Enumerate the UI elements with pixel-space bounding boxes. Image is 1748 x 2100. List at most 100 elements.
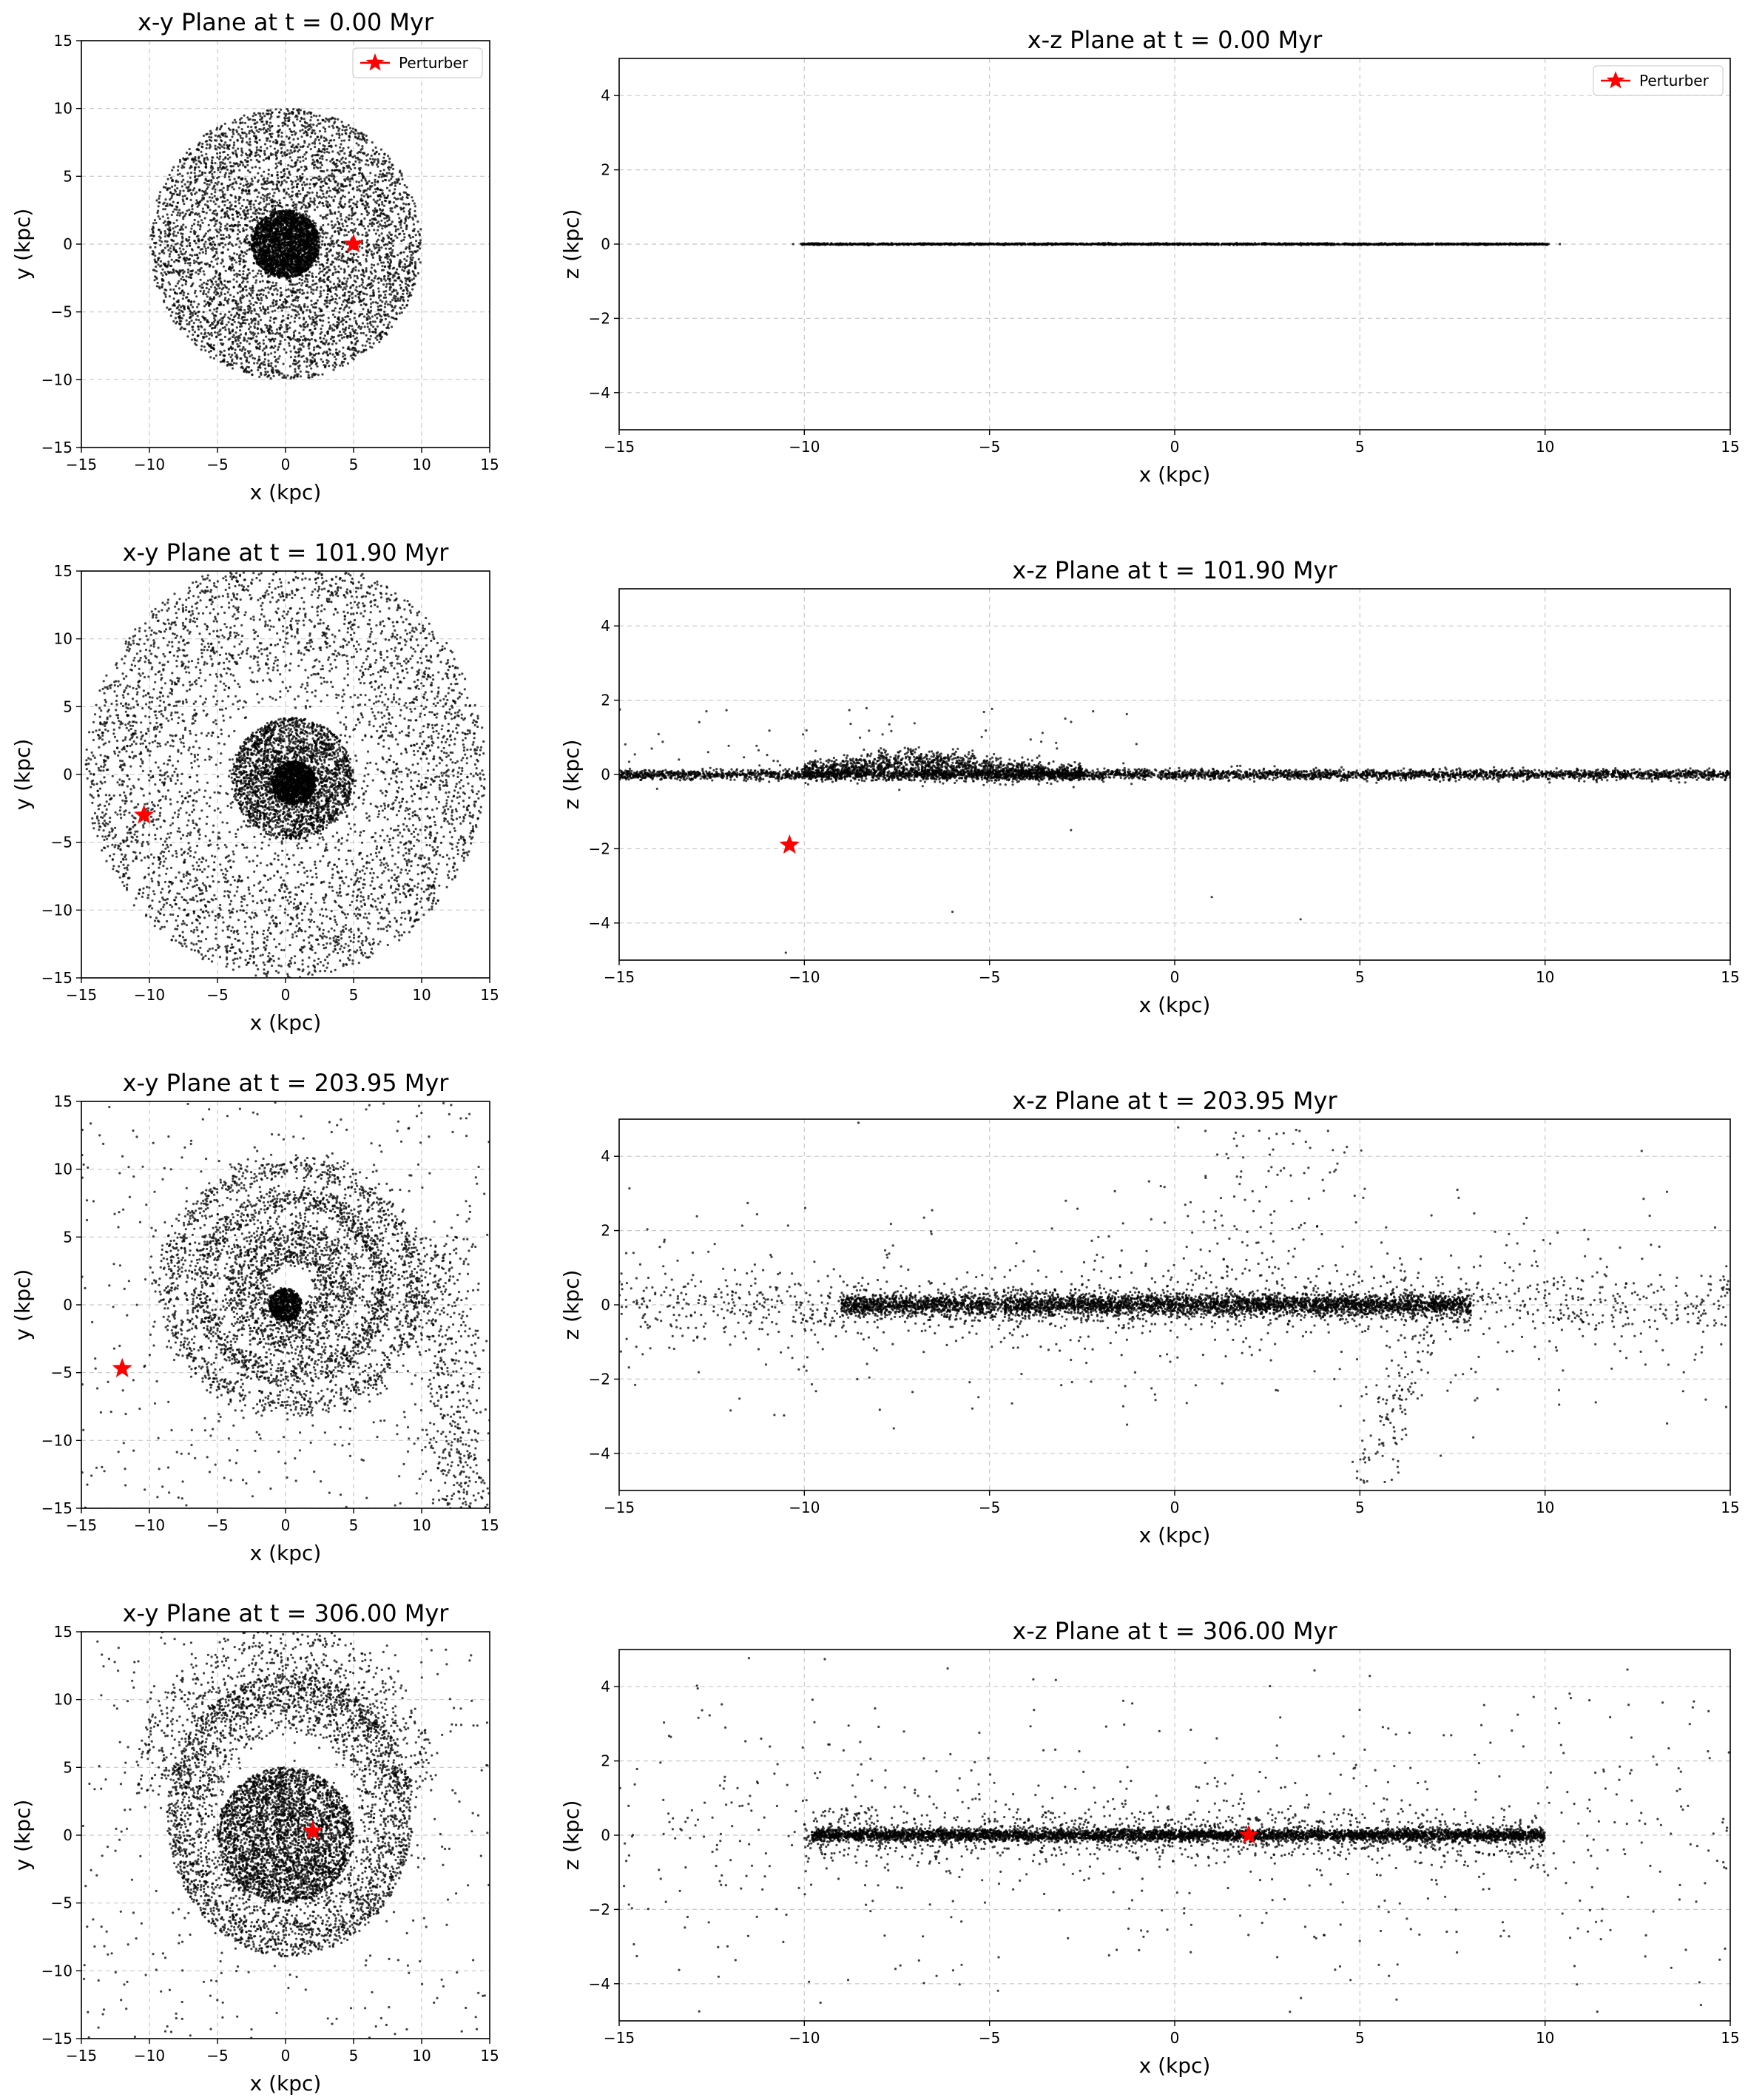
particle-point <box>325 138 328 141</box>
particle-point <box>186 187 189 190</box>
particle-point <box>316 286 319 289</box>
particle-point <box>360 197 362 200</box>
particle-point <box>218 287 221 290</box>
particle-point <box>263 153 266 156</box>
particle-point <box>316 159 319 162</box>
particle-point <box>171 204 174 207</box>
particle-point <box>280 372 283 375</box>
particle-point <box>348 306 351 309</box>
particle-point <box>311 177 314 180</box>
particle-point <box>302 328 305 331</box>
particle-point <box>165 273 168 276</box>
particle-point <box>202 134 206 138</box>
particle-point <box>399 251 402 255</box>
particle-point <box>319 200 322 203</box>
particle-point <box>235 304 238 307</box>
particle-point <box>405 186 408 189</box>
particle-point <box>273 147 276 150</box>
particle-point <box>367 212 371 215</box>
particle-point <box>198 215 201 218</box>
particle-point <box>197 311 200 314</box>
particle-point <box>274 351 277 354</box>
particle-point <box>331 116 334 119</box>
particle-point <box>167 260 170 263</box>
particle-point <box>389 253 393 257</box>
particle-point <box>263 360 266 363</box>
particle-point <box>408 234 411 237</box>
particle-point <box>277 204 280 207</box>
particle-point <box>175 208 178 211</box>
particle-point <box>317 374 320 377</box>
particle-point <box>399 297 402 300</box>
particle-point <box>274 287 277 290</box>
particle-point <box>359 151 362 154</box>
particle-point <box>362 138 365 141</box>
particle-point <box>371 320 374 323</box>
particle-point <box>412 272 416 276</box>
particle-point <box>208 351 211 354</box>
particle-point <box>223 315 226 318</box>
particle-point <box>172 320 175 323</box>
particle-point <box>311 129 314 132</box>
particle-point <box>240 147 243 150</box>
particle-point <box>370 272 373 275</box>
particle-point <box>289 289 292 292</box>
particle-point <box>252 212 254 215</box>
particle-point <box>283 151 286 154</box>
particle-point <box>192 282 195 285</box>
particle-point <box>399 206 402 209</box>
particle-point <box>227 298 230 301</box>
particle-point <box>394 206 396 209</box>
particle-point <box>221 326 224 330</box>
particle-point <box>381 203 384 206</box>
particle-point <box>260 149 263 152</box>
particle-point <box>345 216 348 219</box>
particle-point <box>217 243 220 246</box>
particle-point <box>353 349 356 352</box>
particle-point <box>211 162 214 165</box>
particle-point <box>246 160 249 163</box>
particle-point <box>169 221 172 224</box>
particle-point <box>337 182 340 185</box>
particle-point <box>276 171 279 174</box>
particle-point <box>357 135 360 138</box>
particle-point <box>239 118 242 121</box>
particle-point <box>251 291 254 294</box>
particle-point <box>213 317 216 320</box>
particle-point <box>249 325 252 328</box>
particle-point <box>159 265 162 268</box>
particle-point <box>301 128 304 132</box>
particle-point <box>360 220 362 223</box>
particle-point <box>193 310 196 313</box>
particle-point <box>291 287 295 290</box>
particle-point <box>342 225 345 228</box>
particle-point <box>372 243 375 246</box>
particle-point <box>208 179 211 182</box>
particle-point <box>273 355 276 358</box>
particle-point <box>388 179 391 182</box>
particle-point <box>258 166 261 169</box>
particle-point <box>263 347 266 350</box>
particle-point <box>163 208 167 211</box>
particle-point <box>206 230 209 233</box>
particle-point <box>337 258 340 261</box>
particle-point <box>215 229 217 232</box>
particle-point <box>389 260 393 263</box>
particle-point <box>278 199 281 202</box>
particle-point <box>400 174 403 177</box>
particle-point <box>381 227 384 230</box>
particle-point <box>219 312 222 315</box>
particle-point <box>215 219 219 222</box>
particle-point <box>193 175 196 179</box>
particle-point <box>348 191 351 194</box>
particle-point <box>301 183 304 186</box>
particle-point <box>238 254 241 257</box>
particle-point <box>291 283 294 286</box>
particle-point <box>313 346 316 349</box>
particle-point <box>297 355 300 358</box>
particle-point <box>248 342 251 345</box>
particle-point <box>223 227 227 230</box>
particle-point <box>265 122 268 125</box>
particle-point <box>389 273 392 276</box>
particle-point <box>372 217 375 220</box>
